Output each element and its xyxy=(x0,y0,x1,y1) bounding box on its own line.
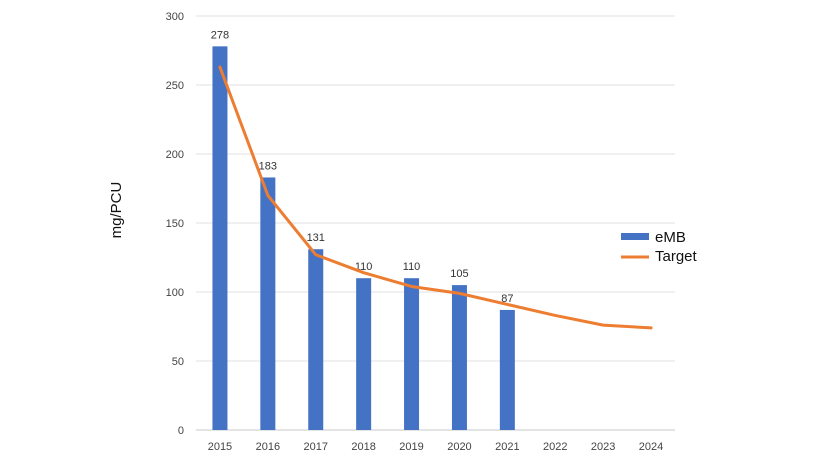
y-tick-label: 100 xyxy=(166,287,184,299)
x-tick-label: 2019 xyxy=(399,441,423,453)
x-axis-ticks: 2015 2016 2017 2018 2019 2020 2021 2022 2023 2024 xyxy=(208,441,664,453)
bar-data-label: 87 xyxy=(501,293,513,305)
y-tick-label: 50 xyxy=(172,356,184,368)
x-tick-label: 2015 xyxy=(208,441,232,453)
bar-data-label: 105 xyxy=(450,268,468,280)
bar xyxy=(308,249,324,430)
bar xyxy=(260,177,276,430)
x-tick-label: 2018 xyxy=(351,441,375,453)
y-tick-label: 150 xyxy=(166,218,184,230)
line-series-target xyxy=(218,65,653,330)
x-tick-label: 2021 xyxy=(495,441,519,453)
bar-series-emb xyxy=(212,46,515,431)
y-tick-label: 250 xyxy=(166,80,184,92)
x-tick-label: 2023 xyxy=(591,441,615,453)
legend-swatch-emb xyxy=(621,233,649,240)
bar-data-label: 183 xyxy=(259,160,277,172)
y-axis-ticks: 0 50 100 150 200 250 300 xyxy=(166,11,184,437)
x-tick-label: 2020 xyxy=(447,441,471,453)
x-tick-label: 2024 xyxy=(639,441,663,453)
x-tick-label: 2016 xyxy=(256,441,280,453)
y-tick-label: 200 xyxy=(166,149,184,161)
target-line xyxy=(218,65,653,330)
bar-data-label: 278 xyxy=(211,29,229,41)
bar xyxy=(404,278,420,430)
bar xyxy=(356,278,372,430)
bar xyxy=(499,309,515,430)
bar-data-label: 110 xyxy=(403,261,421,273)
y-axis-title: mg/PCU xyxy=(108,182,125,239)
bar-data-label: 131 xyxy=(307,232,325,244)
x-tick-label: 2022 xyxy=(543,441,567,453)
y-tick-label: 0 xyxy=(178,425,184,437)
bar xyxy=(451,285,467,430)
gridlines xyxy=(196,15,675,431)
bar xyxy=(212,46,228,431)
y-tick-label: 300 xyxy=(166,11,184,23)
legend-label-target: Target xyxy=(655,248,698,265)
legend-label-emb: eMB xyxy=(655,229,686,246)
legend: eMB Target xyxy=(621,229,698,265)
x-tick-label: 2017 xyxy=(304,441,328,453)
